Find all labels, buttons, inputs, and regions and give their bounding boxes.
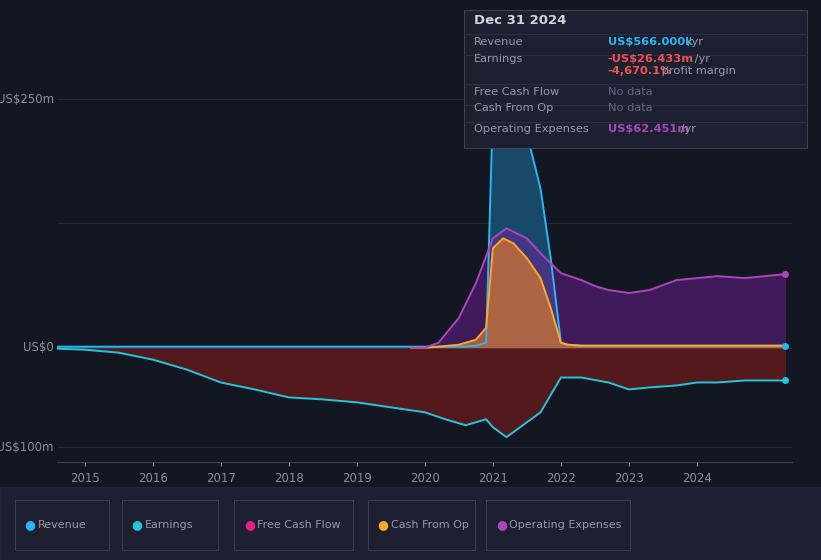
Text: Dec 31 2024: Dec 31 2024 (474, 13, 566, 26)
Text: ●: ● (244, 518, 255, 531)
Text: Earnings: Earnings (474, 54, 523, 64)
Text: /yr: /yr (691, 54, 710, 64)
Text: Free Cash Flow: Free Cash Flow (474, 87, 559, 97)
Text: Cash From Op: Cash From Op (474, 104, 553, 114)
Text: Revenue: Revenue (38, 520, 86, 530)
Text: Revenue: Revenue (474, 37, 523, 47)
Text: Cash From Op: Cash From Op (391, 520, 469, 530)
Text: Operating Expenses: Operating Expenses (474, 124, 589, 134)
Text: ●: ● (131, 518, 142, 531)
Text: Earnings: Earnings (144, 520, 193, 530)
Text: Free Cash Flow: Free Cash Flow (257, 520, 341, 530)
Text: ●: ● (25, 518, 35, 531)
Text: ●: ● (378, 518, 388, 531)
Text: /yr: /yr (677, 124, 696, 134)
Text: No data: No data (608, 87, 652, 97)
Text: US$250m: US$250m (0, 93, 54, 106)
Text: US$0: US$0 (23, 341, 54, 354)
Text: -4,670.1%: -4,670.1% (608, 67, 672, 77)
Text: -US$26.433m: -US$26.433m (608, 54, 694, 64)
Text: US$566.000k: US$566.000k (608, 37, 692, 47)
Text: No data: No data (608, 104, 652, 114)
Text: -US$100m: -US$100m (0, 441, 54, 454)
Text: profit margin: profit margin (658, 67, 736, 77)
Text: Operating Expenses: Operating Expenses (509, 520, 621, 530)
Text: ●: ● (496, 518, 507, 531)
Text: /yr: /yr (684, 37, 703, 47)
Text: US$62.451m: US$62.451m (608, 124, 689, 134)
